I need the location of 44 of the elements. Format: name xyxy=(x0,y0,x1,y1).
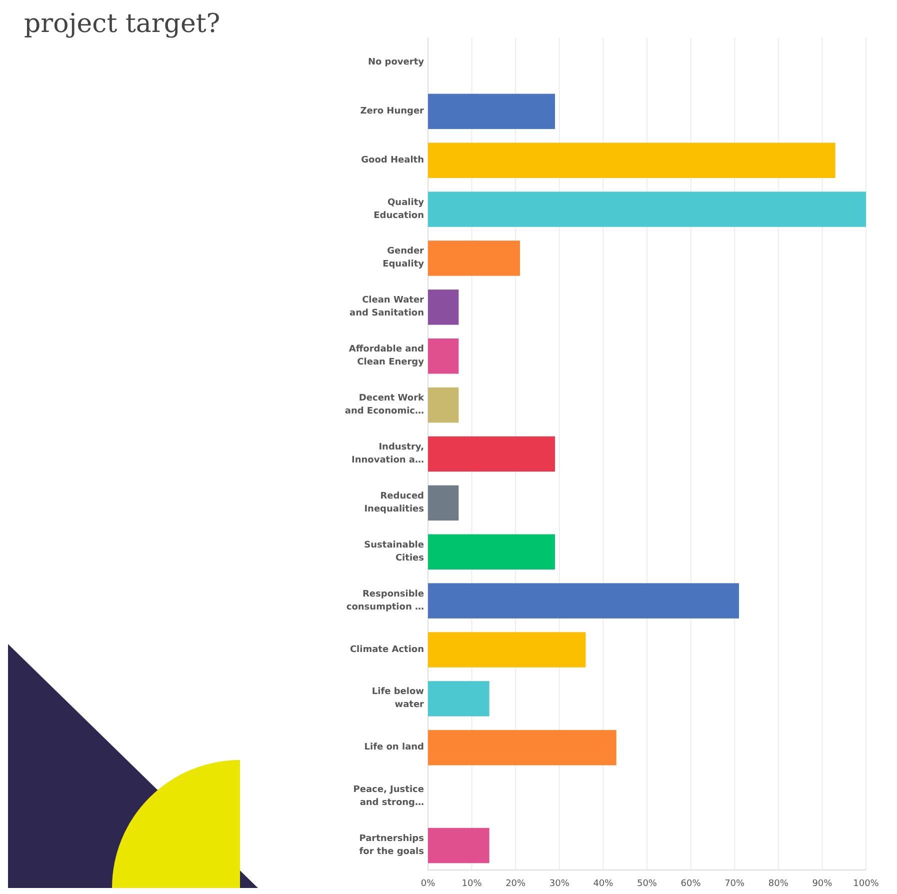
bar xyxy=(428,583,739,618)
x-tick-label: 30% xyxy=(549,879,570,889)
bar xyxy=(428,338,459,374)
x-tick-label: 70% xyxy=(724,879,746,889)
y-tick-label: Gender Equality xyxy=(382,247,425,270)
bar xyxy=(428,730,616,766)
x-tick-label: 10% xyxy=(462,879,482,889)
y-tick-label: Industry, Innovation a… xyxy=(352,442,424,466)
x-tick-label: 40% xyxy=(593,879,614,889)
bar xyxy=(428,240,520,276)
bar xyxy=(428,828,490,864)
y-tick-label: Reduced Inequalities xyxy=(364,492,424,515)
y-tick-label: Affordable and Clean Energy xyxy=(348,345,424,368)
bar xyxy=(428,192,866,227)
x-tick-label: 50% xyxy=(636,879,658,889)
x-tick-label: 80% xyxy=(768,879,789,889)
bar xyxy=(428,94,556,130)
bar xyxy=(428,387,459,423)
x-tick-label: 20% xyxy=(506,879,526,889)
bar xyxy=(428,534,556,570)
x-tick-label: 60% xyxy=(680,879,702,889)
y-tick-label: Zero Hunger xyxy=(360,106,425,117)
text: project target? xyxy=(24,9,220,39)
y-tick-label: No poverty xyxy=(368,58,424,68)
bar xyxy=(428,632,586,668)
bar xyxy=(428,142,836,178)
y-tick-label: Life on land xyxy=(364,743,424,754)
bar xyxy=(428,290,459,325)
y-tick-label: Partnerships for the goals xyxy=(359,834,424,858)
bar xyxy=(428,436,556,472)
y-tick-label: Climate Action xyxy=(350,645,424,656)
x-tick-label: 90% xyxy=(812,879,833,889)
x-tick-label: 100% xyxy=(853,879,880,889)
y-tick-label: Good Health xyxy=(361,156,424,166)
x-tick-label: 0% xyxy=(420,879,436,889)
y-tick-label: Peace, Justice and strong… xyxy=(353,786,424,809)
y-tick-label: Decent Work and Economic… xyxy=(344,394,426,418)
bar xyxy=(428,485,459,521)
y-tick-label: Clean Water and Sanitation xyxy=(350,296,425,320)
y-tick-label: Quality Education xyxy=(374,198,424,222)
y-tick-label: Responsible consumption … xyxy=(346,590,424,613)
bar xyxy=(428,681,490,716)
y-tick-label: Sustainable Cities xyxy=(364,540,424,564)
y-tick-label: Life below water xyxy=(372,688,425,711)
